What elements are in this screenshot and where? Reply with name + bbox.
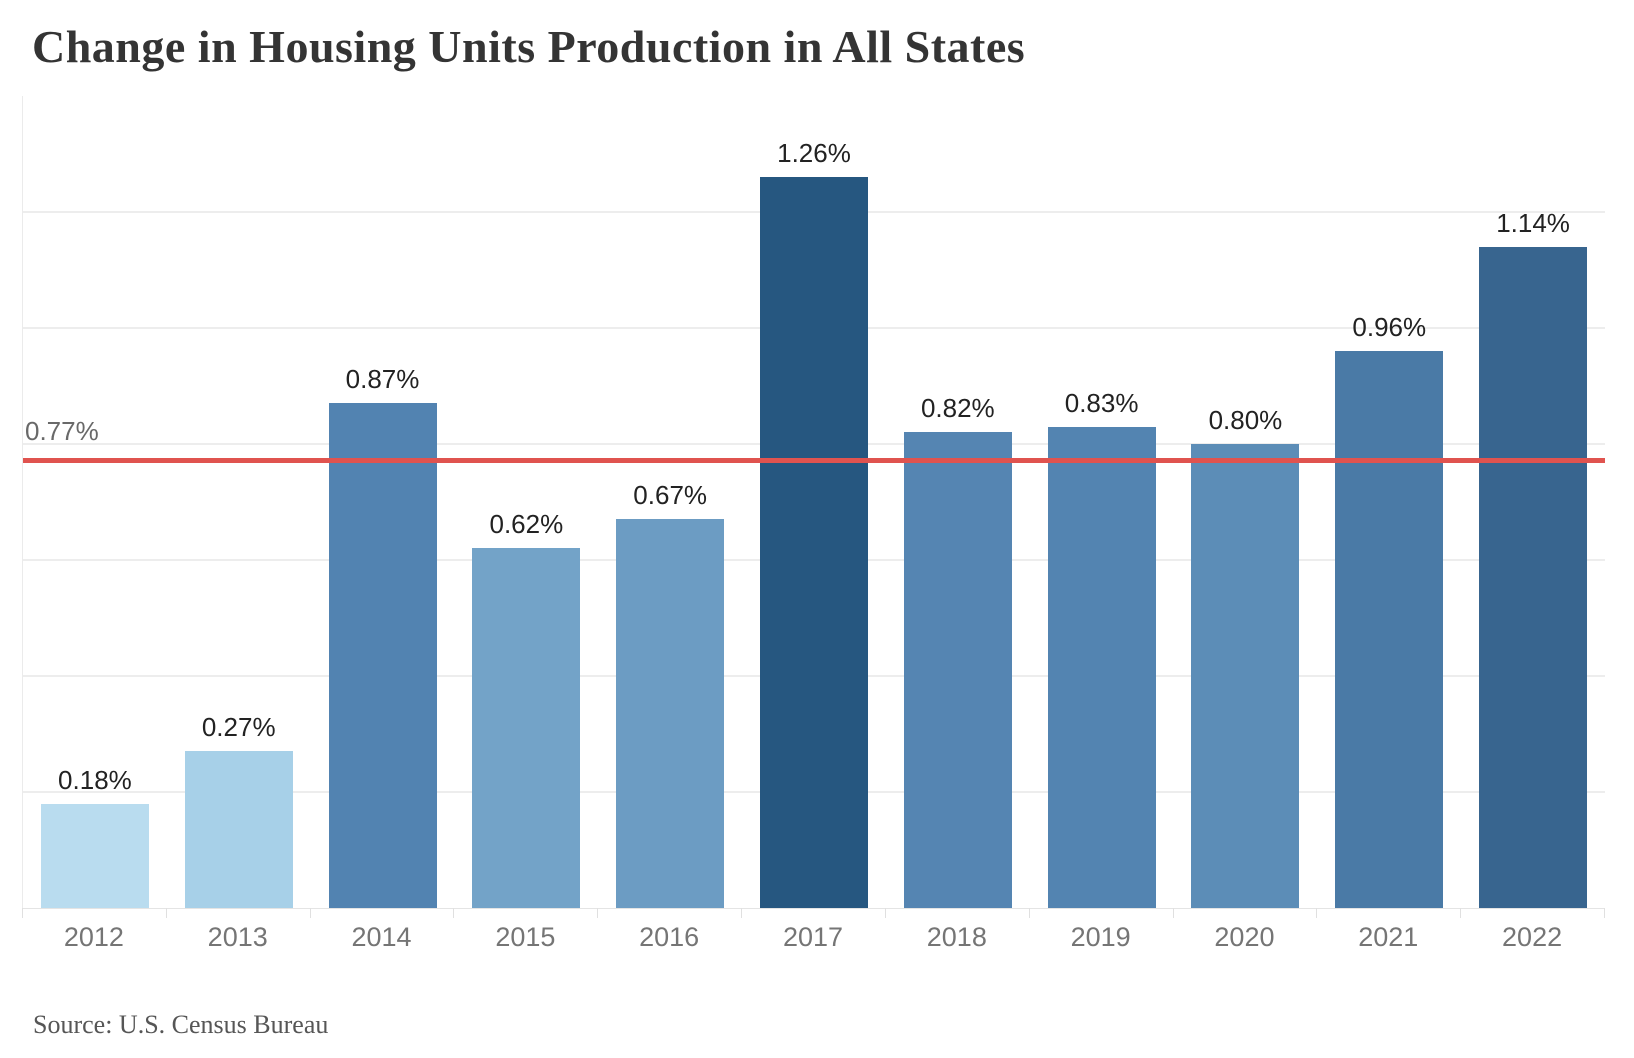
x-tick <box>1028 908 1030 918</box>
x-axis-label-2014: 2014 <box>351 922 412 952</box>
chart-title: Change in Housing Units Production in Al… <box>32 21 1026 72</box>
bar-2014 <box>328 403 437 908</box>
reference-line-label: 0.77% <box>25 416 99 447</box>
bar-2022 <box>1479 246 1588 908</box>
bar-value-label-2018: 0.82% <box>920 393 995 424</box>
x-tick <box>1172 908 1174 918</box>
bar-value-label-2015: 0.62% <box>489 509 564 540</box>
x-axis: 2012 2013 2014 2015 2016 2017 2018 2019 2020 2021… <box>22 908 1605 968</box>
x-axis-label-2017: 2017 <box>782 922 844 952</box>
x-axis-label-2015: 2015 <box>495 922 556 952</box>
bar-value-label-2020: 0.80% <box>1208 405 1283 435</box>
bar-value-label-2012: 0.18% <box>58 764 132 795</box>
x-axis-label-2021: 2021 <box>1358 922 1419 952</box>
bar-2013 <box>184 751 293 908</box>
bar-2020 <box>1191 444 1300 908</box>
bar-value-label-2022: 1.14% <box>1496 207 1570 238</box>
bar-2018 <box>903 432 1012 908</box>
x-axis-label-2022: 2022 <box>1502 922 1563 952</box>
bar-value-label-2014: 0.87% <box>345 364 420 395</box>
bar-2019 <box>1047 426 1156 908</box>
reference-line <box>23 458 1605 464</box>
bar-value-label-2021: 0.96% <box>1352 312 1427 343</box>
bar-value-label-2013: 0.27% <box>201 712 276 743</box>
x-tick <box>884 908 886 918</box>
bar-value-label-2016: 0.67% <box>633 480 708 511</box>
x-axis-label-2012: 2012 <box>63 922 124 952</box>
x-tick <box>741 908 743 918</box>
x-tick <box>1316 908 1318 918</box>
x-axis-label-2016: 2016 <box>639 922 700 952</box>
bar-2017 <box>760 177 868 908</box>
x-tick <box>1460 908 1462 918</box>
bar-2021 <box>1335 351 1444 908</box>
x-tick <box>22 908 23 918</box>
x-tick <box>1604 908 1605 918</box>
x-tick <box>597 908 599 918</box>
source-note: Source: U.S. Census Bureau <box>33 1010 329 1039</box>
x-axis-label-2020: 2020 <box>1214 922 1275 952</box>
bar-value-label-2017: 1.26% <box>777 138 851 169</box>
plot-area: 0.18% 0.27% 0.87% 0.62% 0.67% 1.26% 0.82% 0.83%… <box>22 96 1605 909</box>
x-axis-label-2013: 2013 <box>207 922 268 952</box>
bar-2016 <box>616 519 725 908</box>
x-tick <box>165 908 167 918</box>
x-axis-label-2018: 2018 <box>926 922 987 952</box>
bar-2012 <box>40 803 149 908</box>
x-axis-label-2019: 2019 <box>1070 922 1131 952</box>
bar-value-label-2019: 0.83% <box>1064 387 1139 418</box>
x-tick <box>453 908 455 918</box>
x-tick <box>309 908 311 918</box>
bar-2015 <box>472 548 581 908</box>
